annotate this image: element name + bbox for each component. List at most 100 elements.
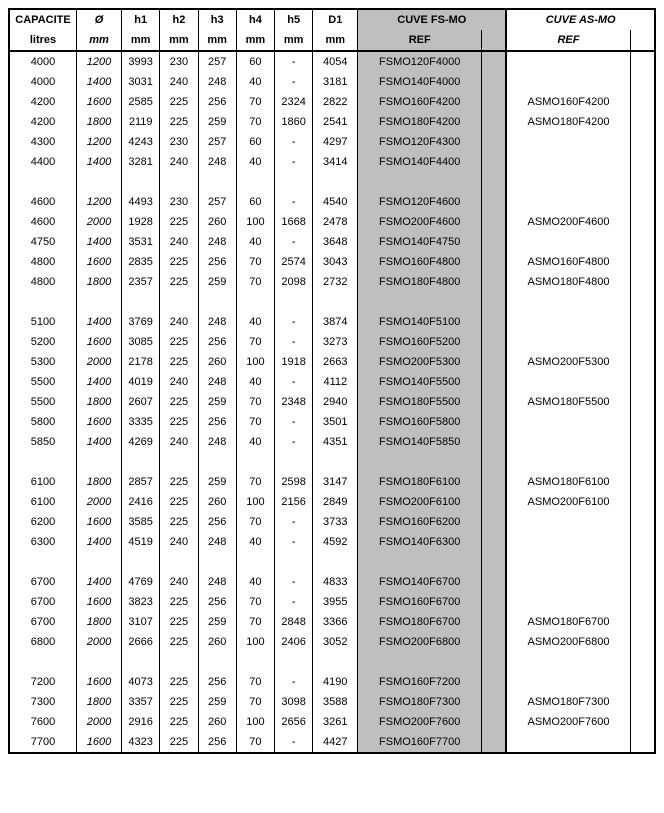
cell: 6200 xyxy=(9,512,77,532)
cell: 256 xyxy=(198,592,236,612)
cell xyxy=(482,692,507,712)
cell: 1800 xyxy=(77,612,122,632)
cell: 4351 xyxy=(313,432,358,452)
cell xyxy=(313,652,358,672)
cell xyxy=(506,572,630,592)
table-row: 47501400353124024840-3648FSMO140F4750 xyxy=(9,232,655,252)
cell: 40 xyxy=(236,572,274,592)
cell: FSMO200F4600 xyxy=(358,212,482,232)
cell: 4600 xyxy=(9,192,77,212)
th-h2-unit: mm xyxy=(160,30,198,51)
cell: 225 xyxy=(160,212,198,232)
cell: 4519 xyxy=(122,532,160,552)
table-row: 61002000241622526010021562849FSMO200F610… xyxy=(9,492,655,512)
table-row: 4800180023572252597020982732FSMO180F4800… xyxy=(9,272,655,292)
cell xyxy=(275,292,313,312)
table-row: 58501400426924024840-4351FSMO140F5850 xyxy=(9,432,655,452)
cell: ASMO180F7300 xyxy=(506,692,630,712)
th-h3: h3 xyxy=(198,9,236,30)
cell: 1400 xyxy=(77,532,122,552)
cell: 6700 xyxy=(9,612,77,632)
cell xyxy=(506,552,630,572)
cell xyxy=(630,492,655,512)
cell xyxy=(482,232,507,252)
cell: 6100 xyxy=(9,472,77,492)
cell xyxy=(506,512,630,532)
cell: 3993 xyxy=(122,51,160,72)
cell xyxy=(313,452,358,472)
cell: 70 xyxy=(236,672,274,692)
cell: - xyxy=(275,412,313,432)
th-h1-unit: mm xyxy=(122,30,160,51)
cell: FSMO180F6100 xyxy=(358,472,482,492)
cell xyxy=(482,472,507,492)
cell: ASMO200F5300 xyxy=(506,352,630,372)
cell: 2848 xyxy=(275,612,313,632)
cell xyxy=(160,292,198,312)
cell: 259 xyxy=(198,612,236,632)
cell: 7200 xyxy=(9,672,77,692)
cell xyxy=(506,232,630,252)
cell: 2835 xyxy=(122,252,160,272)
table-row: 58001600333522525670-3501FSMO160F5800 xyxy=(9,412,655,432)
cell: - xyxy=(275,532,313,552)
cell: 4750 xyxy=(9,232,77,252)
th-h2: h2 xyxy=(160,9,198,30)
cell: FSMO160F7700 xyxy=(358,732,482,753)
cell: 1800 xyxy=(77,392,122,412)
cell: 2607 xyxy=(122,392,160,412)
cell: 1600 xyxy=(77,412,122,432)
cell: 225 xyxy=(160,272,198,292)
cell xyxy=(9,172,77,192)
cell xyxy=(160,452,198,472)
cell xyxy=(482,572,507,592)
table-row: 6100180028572252597025983147FSMO180F6100… xyxy=(9,472,655,492)
cell: ASMO200F6800 xyxy=(506,632,630,652)
cell: 5500 xyxy=(9,392,77,412)
cell: FSMO160F4800 xyxy=(358,252,482,272)
cell xyxy=(9,292,77,312)
cell: 1800 xyxy=(77,692,122,712)
cell: FSMO120F4600 xyxy=(358,192,482,212)
cell: 248 xyxy=(198,312,236,332)
cell xyxy=(77,552,122,572)
cell: 225 xyxy=(160,612,198,632)
cell: 248 xyxy=(198,532,236,552)
cell xyxy=(630,192,655,212)
cell: 259 xyxy=(198,392,236,412)
th-cuve-fs: CUVE FS-MO xyxy=(358,9,507,30)
cell: 6300 xyxy=(9,532,77,552)
cell: 40 xyxy=(236,372,274,392)
table-row xyxy=(9,292,655,312)
cell: 225 xyxy=(160,632,198,652)
table-row: 46002000192822526010016682478FSMO200F460… xyxy=(9,212,655,232)
cell xyxy=(630,51,655,72)
cell: 70 xyxy=(236,732,274,753)
cell: 4073 xyxy=(122,672,160,692)
cell xyxy=(482,672,507,692)
cell xyxy=(630,292,655,312)
cell xyxy=(630,332,655,352)
cell: - xyxy=(275,332,313,352)
cell xyxy=(630,72,655,92)
cell xyxy=(630,732,655,753)
cell xyxy=(630,352,655,372)
table-row: 4800160028352252567025743043FSMO160F4800… xyxy=(9,252,655,272)
cell: 248 xyxy=(198,372,236,392)
cell xyxy=(482,532,507,552)
table-row xyxy=(9,652,655,672)
cell: 4323 xyxy=(122,732,160,753)
cell: FSMO160F6200 xyxy=(358,512,482,532)
cell: 225 xyxy=(160,472,198,492)
th-dia-unit: mm xyxy=(77,30,122,51)
cell: 1600 xyxy=(77,332,122,352)
table-row: 68002000266622526010024063052FSMO200F680… xyxy=(9,632,655,652)
cell: 70 xyxy=(236,252,274,272)
cell: - xyxy=(275,672,313,692)
cell: FSMO140F5100 xyxy=(358,312,482,332)
cell xyxy=(630,652,655,672)
cell: 1928 xyxy=(122,212,160,232)
cell: - xyxy=(275,132,313,152)
cell xyxy=(630,452,655,472)
cell xyxy=(630,532,655,552)
